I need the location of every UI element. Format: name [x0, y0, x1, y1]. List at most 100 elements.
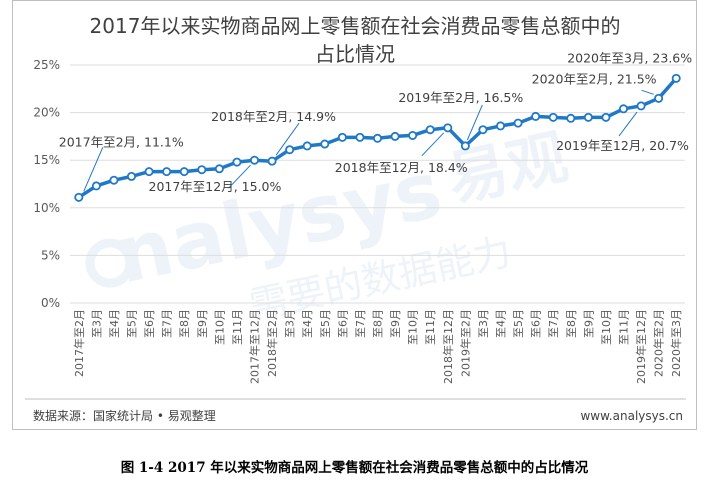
data-point	[144, 167, 154, 177]
x-tick-label: 至7月	[161, 309, 174, 338]
data-point	[495, 121, 505, 131]
x-tick-label: 至8月	[178, 309, 191, 338]
series-line	[74, 73, 681, 202]
x-tick-label: 至9月	[582, 309, 595, 338]
x-tick-label: 2018年至12月	[441, 309, 455, 384]
data-label: 2018年至2月, 14.9%	[211, 109, 336, 124]
website-note: www.analysys.cn	[580, 409, 683, 423]
data-point	[513, 118, 523, 128]
x-tick-label: 至3月	[477, 309, 490, 338]
x-tick-label: 至7月	[354, 309, 367, 338]
y-tick-label: 25%	[33, 58, 60, 72]
x-tick-label: 至6月	[336, 309, 349, 338]
x-tick-label: 至5月	[319, 309, 332, 338]
data-label: 2019年至12月, 20.7%	[556, 138, 689, 153]
y-tick-label: 20%	[33, 106, 60, 120]
x-tick-label: 至4月	[108, 309, 121, 338]
x-tick-label: 至10月	[600, 309, 613, 345]
x-tick-label: 至3月	[90, 309, 103, 338]
data-point	[443, 123, 453, 133]
data-point	[249, 155, 259, 165]
x-tick-label: 2017年至12月	[248, 309, 262, 384]
data-label: 2017年至2月, 11.1%	[59, 134, 184, 149]
figure-caption: 图 1-4 2017 年以来实物商品网上零售额在社会消费品零售总额中的占比情况	[120, 460, 589, 476]
x-tick-label: 至6月	[143, 309, 156, 338]
data-point	[302, 141, 312, 151]
data-label: 2017年至12月, 15.0%	[149, 179, 282, 194]
x-tick-label: 至9月	[389, 309, 402, 338]
x-tick-label: 至8月	[565, 309, 578, 338]
x-tick-label: 至8月	[372, 309, 385, 338]
x-tick-label: 至11月	[618, 309, 631, 345]
y-tick-label: 15%	[33, 153, 60, 167]
x-tick-label: 至4月	[495, 309, 508, 338]
chart-title-line-2: 占比情况	[315, 42, 395, 66]
annotation-leader	[83, 147, 104, 192]
x-tick-label: 至5月	[126, 309, 139, 338]
data-point	[74, 192, 84, 202]
annotation-leader	[421, 132, 445, 157]
data-point	[390, 131, 400, 141]
data-point	[654, 93, 664, 103]
x-tick-label: 至5月	[512, 309, 525, 338]
data-point	[460, 141, 470, 151]
data-point	[355, 132, 365, 142]
data-point	[372, 133, 382, 143]
data-point	[478, 125, 488, 135]
data-point	[127, 171, 137, 181]
x-tick-label: 2020年至3月	[669, 309, 683, 377]
x-tick-label: 2017年至2月	[72, 309, 86, 377]
data-point	[408, 130, 418, 140]
data-label: 2020年至2月, 21.5%	[532, 71, 657, 86]
data-point	[320, 139, 330, 149]
data-point	[583, 112, 593, 122]
y-axis: 0% 5% 10% 15% 20% 25%	[33, 58, 60, 310]
data-point	[619, 104, 629, 114]
data-label: 2020年至3月, 23.6%	[567, 50, 692, 65]
x-tick-label: 2019年至2月	[458, 309, 472, 377]
data-point	[91, 181, 101, 191]
data-point	[162, 167, 172, 177]
data-point	[179, 167, 189, 177]
x-tick-label: 2020年至2月	[652, 309, 666, 377]
data-point	[671, 73, 681, 83]
data-label: 2018年至12月, 18.4%	[335, 160, 468, 175]
data-point	[548, 112, 558, 122]
x-tick-label: 至9月	[196, 309, 209, 338]
watermark-logo-ring	[85, 238, 135, 288]
source-note: 数据来源：国家统计局 • 易观整理	[33, 408, 216, 423]
data-point	[636, 101, 646, 111]
annotation-leader	[618, 111, 638, 137]
x-tick-label: 2018年至2月	[265, 309, 279, 377]
data-point	[531, 111, 541, 121]
chart-frame: nalysys 易观 需要的数据能力 2017年以来实物商品网上零售额在社会消费品零…	[12, 0, 697, 430]
annotation-leader	[466, 104, 483, 141]
x-axis: 2017年至2月 至3月 至4月 至5月 至6月 至7月 至8月 至9月 至10月 至11月 201…	[72, 309, 683, 384]
gridlines	[70, 64, 685, 304]
y-tick-label: 5%	[41, 248, 60, 262]
y-tick-label: 10%	[33, 201, 60, 215]
annotation-leader	[228, 164, 251, 189]
x-tick-label: 2019年至12月	[634, 309, 648, 384]
x-tick-label: 至11月	[231, 309, 244, 345]
annotation-leader	[275, 122, 300, 156]
data-point	[337, 132, 347, 142]
data-point	[425, 125, 435, 135]
x-tick-label: 至10月	[213, 309, 226, 345]
data-point	[285, 145, 295, 155]
data-point	[232, 157, 242, 167]
data-point	[267, 156, 277, 166]
data-point	[214, 164, 224, 174]
x-tick-label: 至3月	[284, 309, 297, 338]
x-tick-label: 至6月	[530, 309, 543, 338]
data-point	[197, 165, 207, 175]
data-label: 2019年至2月, 16.5%	[398, 90, 523, 105]
x-tick-label: 至7月	[547, 309, 560, 338]
x-tick-label: 至11月	[424, 309, 437, 345]
data-point	[566, 113, 576, 123]
data-point	[601, 112, 611, 122]
annotation-leader	[641, 89, 654, 95]
x-tick-label: 至4月	[301, 309, 314, 338]
